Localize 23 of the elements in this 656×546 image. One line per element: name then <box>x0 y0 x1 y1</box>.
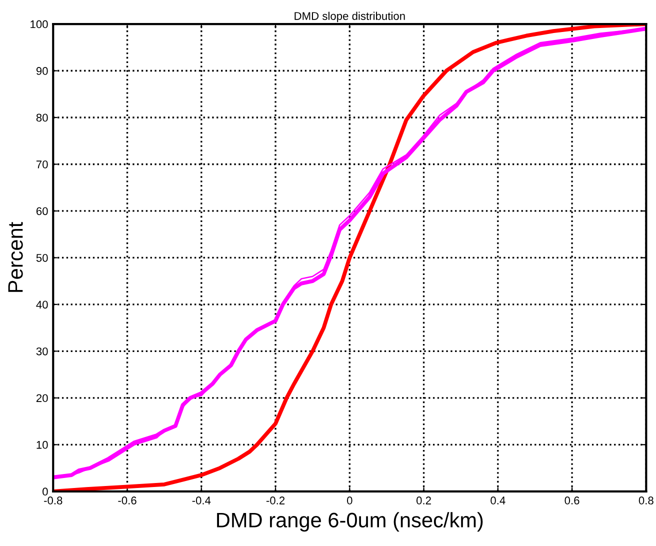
x-tick-label: -0.6 <box>118 496 136 504</box>
y-tick-label: 20 <box>36 394 48 402</box>
x-tick-label: -0.8 <box>44 496 62 504</box>
y-tick-label: 10 <box>36 440 48 449</box>
y-tick-label: 30 <box>36 347 48 356</box>
chart-title: DMD slope distribution <box>294 12 405 22</box>
y-tick-label: 40 <box>36 300 48 309</box>
y-tick-label: 80 <box>36 114 48 122</box>
x-axis-title: DMD range 6-0um (nsec/km) <box>217 512 483 532</box>
y-tick-label: 100 <box>30 20 48 28</box>
y-tick-label: 70 <box>36 160 48 168</box>
x-tick-label: 0.8 <box>638 496 654 504</box>
y-tick-label: 0 <box>42 488 48 496</box>
x-tick-label: 0.2 <box>416 496 431 504</box>
x-tick-label: 0 <box>346 496 352 504</box>
x-tick-label: 0.4 <box>490 496 506 504</box>
x-tick-label: 0.6 <box>564 496 580 504</box>
x-tick-label: -0.4 <box>192 496 211 504</box>
y-tick-label: 90 <box>36 67 48 75</box>
y-tick-label: 60 <box>36 207 48 216</box>
y-tick-label: 50 <box>36 254 48 262</box>
y-axis-title: Percent <box>8 222 23 292</box>
x-tick-label: -0.2 <box>266 496 285 504</box>
